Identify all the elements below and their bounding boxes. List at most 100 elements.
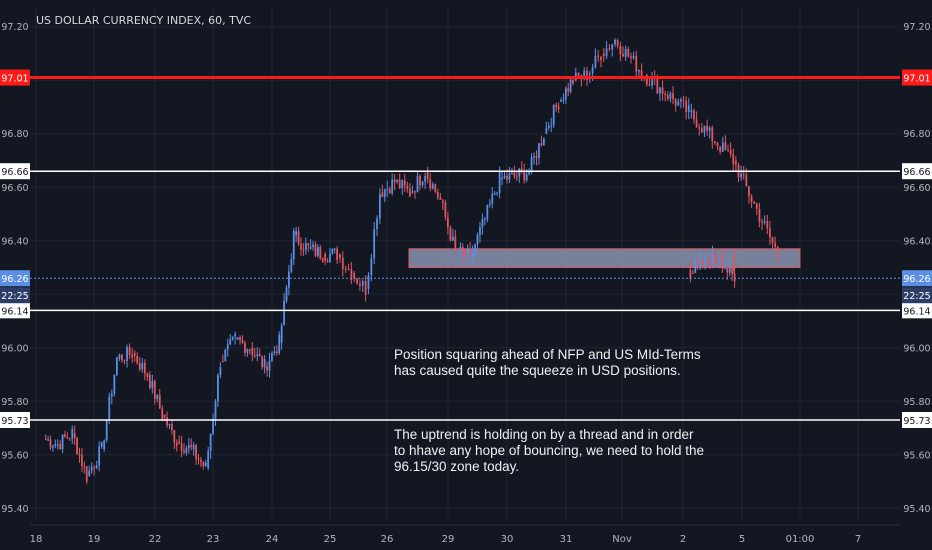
candle-body: [52, 446, 54, 448]
candle-body: [611, 44, 614, 50]
candle-body: [131, 354, 134, 358]
candle-body: [666, 94, 669, 100]
candle-body: [403, 180, 406, 186]
candle-body: [239, 337, 241, 341]
candle-body: [256, 354, 259, 356]
candle-body: [388, 188, 391, 194]
candle-body: [656, 78, 659, 94]
candle-body: [229, 339, 232, 345]
candle-body: [588, 73, 591, 75]
price-label-bg: [0, 412, 30, 429]
candle-body: [309, 247, 312, 249]
candle-body: [693, 110, 695, 120]
candle-body: [321, 258, 324, 262]
candle-body: [100, 441, 103, 447]
candle-body: [78, 454, 81, 456]
candle-body: [459, 246, 462, 253]
price-label-level-96-14: 96.14: [1, 306, 28, 317]
candle-body: [734, 160, 737, 165]
candle-body: [431, 184, 434, 189]
candle-body: [88, 470, 91, 477]
current-price-bg: [902, 270, 932, 287]
candle-body: [661, 87, 664, 94]
candle-body: [761, 221, 763, 223]
candle-body: [429, 179, 432, 189]
y-tick-label: 96.00: [903, 343, 930, 354]
candle-body: [44, 438, 47, 440]
candle-body: [669, 93, 672, 100]
candle-body: [367, 275, 370, 289]
candle-body: [370, 258, 373, 276]
candle-body: [221, 361, 224, 363]
candle-body: [682, 99, 685, 101]
x-tick-label: 2: [680, 534, 686, 545]
candle-body: [608, 48, 611, 50]
candle-body: [708, 127, 711, 131]
candle-body: [133, 353, 136, 356]
candle-body: [446, 217, 449, 228]
candle-body: [444, 202, 447, 218]
candle-body: [166, 417, 168, 426]
candle-body: [288, 271, 290, 288]
candle-body: [421, 181, 424, 186]
candle-body: [241, 340, 244, 343]
candle-body: [324, 254, 327, 261]
candle-body: [192, 445, 195, 450]
candle-body: [674, 99, 677, 106]
candle-body: [564, 88, 567, 100]
candle-body: [113, 374, 116, 394]
candle-body: [128, 347, 131, 355]
candle-body: [721, 256, 724, 269]
candle-body: [699, 258, 702, 264]
chart-title: US DOLLAR CURRENCY INDEX, 60, TVC: [36, 14, 252, 27]
candle-body: [376, 218, 378, 230]
candle-body: [319, 247, 322, 259]
x-tick-label: 24: [266, 534, 279, 545]
x-tick-label: 01:00: [786, 534, 815, 545]
candle-body: [248, 349, 251, 351]
candle-body: [750, 196, 753, 202]
candle-body: [231, 336, 234, 340]
current-price-bg: [0, 270, 30, 287]
candle-body: [700, 128, 703, 133]
y-tick-label: 95.60: [903, 450, 930, 461]
x-tick-label: 7: [855, 534, 861, 545]
candle-body: [103, 440, 106, 450]
candle-body: [724, 142, 727, 151]
annotation-paragraph-1: Position squaring ahead of NFP and US MI…: [394, 347, 701, 378]
candle-body: [753, 201, 756, 204]
candle-body: [600, 56, 602, 61]
price-label-bg: [902, 163, 932, 180]
candle-body: [183, 450, 185, 453]
candle-body: [168, 423, 171, 426]
candle-body: [123, 360, 126, 362]
price-label-level-96-66: 96.66: [1, 167, 28, 178]
y-tick-label: 95.80: [903, 397, 930, 408]
candle-body: [66, 437, 69, 439]
candle-body: [398, 179, 401, 189]
x-tick-label: 5: [739, 534, 745, 545]
candle-body: [76, 437, 78, 455]
candle-body: [105, 420, 108, 441]
candle-body: [528, 171, 531, 175]
x-tick-label: 19: [88, 534, 101, 545]
candle-body: [540, 143, 543, 146]
candle-body: [706, 262, 709, 264]
candle-body: [161, 408, 164, 419]
candle-body: [493, 193, 496, 195]
candle-body: [175, 442, 178, 446]
candle-body: [616, 40, 619, 46]
y-tick-label: 95.40: [1, 504, 28, 515]
candle-body: [498, 171, 501, 193]
candle-body: [704, 256, 707, 265]
candle-body: [207, 451, 210, 469]
candle-body: [441, 200, 444, 203]
candle-body: [557, 106, 560, 110]
candles: [44, 38, 779, 485]
candle-body: [344, 268, 347, 270]
candle-body: [718, 260, 721, 262]
candle-body: [326, 260, 329, 262]
x-tick-label: Nov: [612, 534, 632, 545]
candle-body: [136, 355, 139, 363]
